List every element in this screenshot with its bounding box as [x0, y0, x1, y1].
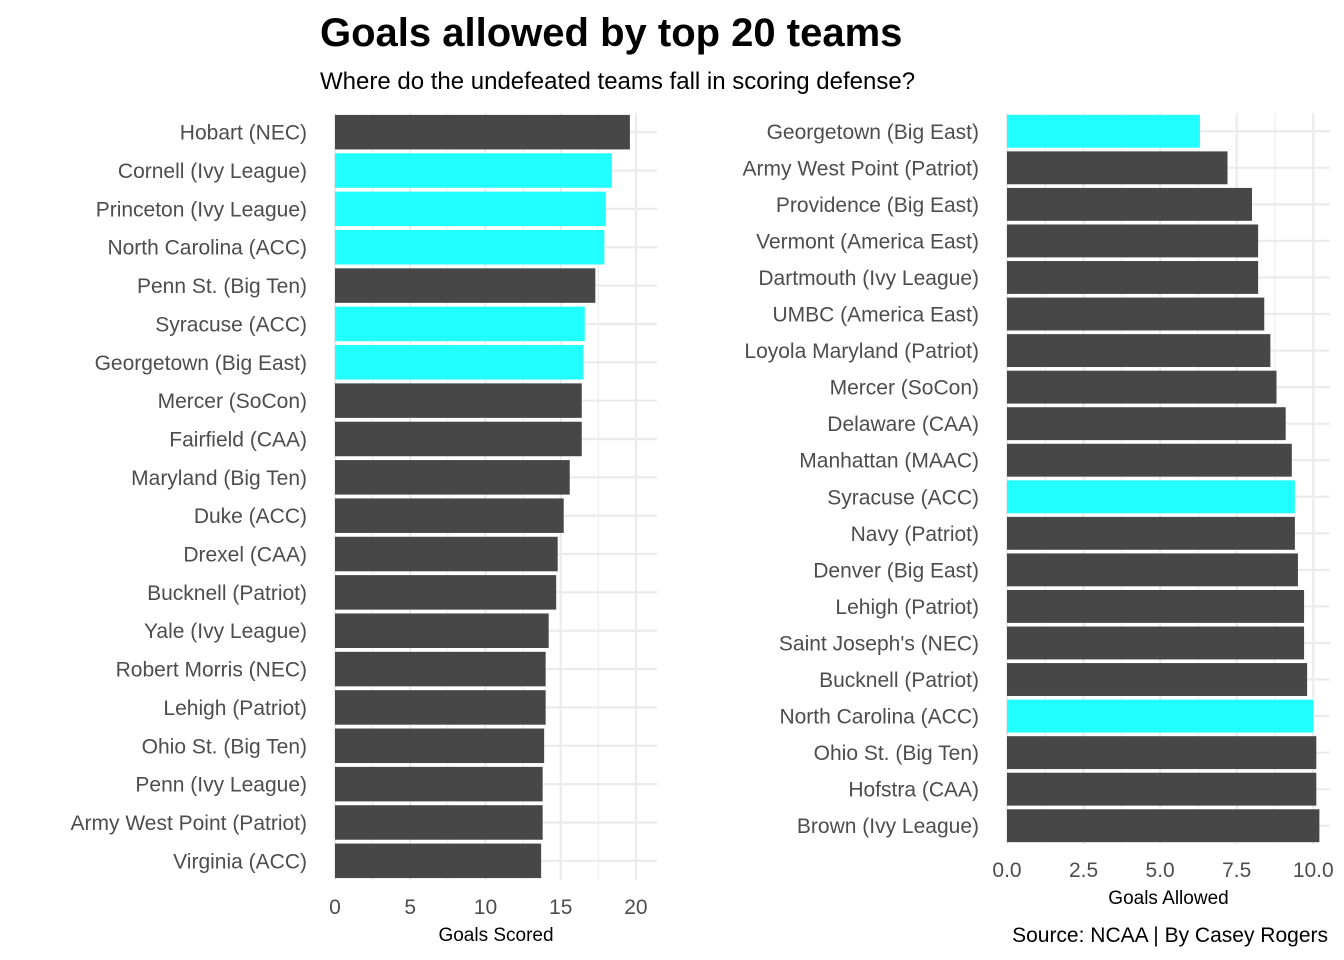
- bar: [1007, 261, 1259, 294]
- category-label: North Carolina (ACC): [107, 237, 307, 260]
- category-label: Ohio St. (Big Ten): [142, 735, 307, 758]
- category-label: Delaware (CAA): [827, 413, 979, 436]
- bar: [1007, 297, 1265, 331]
- category-label: Brown (Ivy League): [797, 815, 979, 838]
- category-label: UMBC (America East): [772, 304, 979, 327]
- bar: [1007, 626, 1305, 660]
- bar: [335, 153, 612, 188]
- bar: [335, 690, 546, 725]
- goals-allowed-panel: Georgetown (Big East) Army West Point (Pa…: [743, 113, 1334, 909]
- x-tick-label: 0: [329, 896, 341, 919]
- bar: [335, 766, 543, 802]
- bar: [1007, 699, 1314, 733]
- bar: [1007, 736, 1317, 770]
- bar: [1007, 480, 1295, 514]
- bar: [1007, 772, 1317, 806]
- bar: [335, 229, 605, 265]
- x-axis-title: Goals Scored: [438, 925, 553, 946]
- goals-scored-panel: Hobart (NEC) Cornell (Ivy League) Princeto…: [71, 113, 657, 946]
- bar: [1007, 370, 1277, 404]
- x-tick-label: 10.0: [1293, 859, 1334, 882]
- bar: [335, 345, 584, 380]
- category-label: Georgetown (Big East): [767, 121, 979, 144]
- category-label: Ohio St. (Big Ten): [814, 742, 979, 765]
- bar: [335, 460, 570, 495]
- bar: [1007, 589, 1305, 623]
- bar: [335, 728, 545, 764]
- category-label: Bucknell (Patriot): [147, 582, 307, 605]
- bar: [1007, 114, 1200, 148]
- category-label: Duke (ACC): [194, 505, 307, 528]
- bar: [1007, 553, 1298, 587]
- chart-title: Goals allowed by top 20 teams: [320, 11, 902, 55]
- bar: [335, 383, 582, 418]
- category-label: Penn (Ivy League): [135, 774, 307, 797]
- category-label: Drexel (CAA): [183, 544, 307, 567]
- x-tick-label: 7.5: [1222, 859, 1251, 882]
- category-label: Mercer (SoCon): [158, 390, 307, 413]
- category-label: North Carolina (ACC): [779, 706, 979, 729]
- category-label: Army West Point (Patriot): [71, 812, 308, 835]
- category-label: Georgetown (Big East): [95, 352, 307, 375]
- category-label: Cornell (Ivy League): [118, 160, 307, 183]
- bar: [335, 498, 564, 533]
- x-tick-label: 2.5: [1069, 859, 1098, 882]
- bar: [1007, 407, 1286, 441]
- category-label: Yale (Ivy League): [144, 620, 307, 643]
- category-label: Vermont (America East): [756, 230, 979, 253]
- bar: [335, 805, 543, 840]
- category-label: Fairfield (CAA): [169, 428, 307, 451]
- category-label: Providence (Big East): [776, 194, 979, 217]
- bar: [335, 306, 585, 342]
- x-tick-label: 5.0: [1146, 859, 1175, 882]
- chart-caption: Source: NCAA | By Casey Rogers: [1012, 924, 1328, 947]
- bar: [1007, 663, 1308, 696]
- bar: [1007, 516, 1295, 550]
- category-label: Syracuse (ACC): [155, 313, 307, 336]
- x-tick-label: 20: [624, 896, 647, 919]
- category-label: Maryland (Big Ten): [131, 467, 307, 490]
- bar: [335, 421, 582, 457]
- category-label: Loyola Maryland (Patriot): [744, 340, 979, 363]
- chart-subtitle: Where do the undefeated teams fall in sc…: [320, 68, 915, 95]
- category-label: Manhattan (MAAC): [799, 450, 979, 473]
- bar: [335, 613, 549, 648]
- category-label: Lehigh (Patriot): [163, 697, 307, 720]
- x-tick-label: 0.0: [992, 859, 1021, 882]
- category-label: Hofstra (CAA): [848, 779, 979, 802]
- category-label: Robert Morris (NEC): [116, 659, 307, 682]
- bar: [1007, 809, 1320, 843]
- category-label: Syracuse (ACC): [827, 486, 979, 509]
- category-label: Mercer (SoCon): [830, 377, 979, 400]
- bar: [335, 575, 557, 610]
- category-label: Hobart (NEC): [180, 122, 307, 145]
- x-tick-label: 5: [404, 896, 416, 919]
- category-label: Penn St. (Big Ten): [137, 275, 307, 298]
- category-label: Princeton (Ivy League): [96, 198, 307, 221]
- bar: [335, 536, 558, 572]
- bar: [335, 651, 546, 687]
- bar: [1007, 443, 1292, 477]
- bar: [1007, 334, 1271, 368]
- bar: [1007, 151, 1228, 185]
- x-tick-label: 10: [474, 896, 497, 919]
- bar: [335, 191, 606, 227]
- bar: [335, 843, 542, 879]
- bar: [335, 114, 630, 150]
- category-label: Saint Joseph's (NEC): [779, 632, 979, 655]
- category-label: Army West Point (Patriot): [743, 157, 980, 180]
- x-axis-title: Goals Allowed: [1108, 888, 1228, 909]
- category-label: Dartmouth (Ivy League): [758, 267, 979, 290]
- category-label: Bucknell (Patriot): [819, 669, 979, 692]
- category-label: Virginia (ACC): [173, 850, 307, 873]
- x-tick-label: 15: [549, 896, 572, 919]
- bar: [1007, 187, 1253, 221]
- bar: [1007, 224, 1259, 258]
- bar: [335, 268, 596, 303]
- category-label: Navy (Patriot): [851, 523, 979, 546]
- category-label: Lehigh (Patriot): [835, 596, 979, 619]
- category-label: Denver (Big East): [813, 559, 979, 582]
